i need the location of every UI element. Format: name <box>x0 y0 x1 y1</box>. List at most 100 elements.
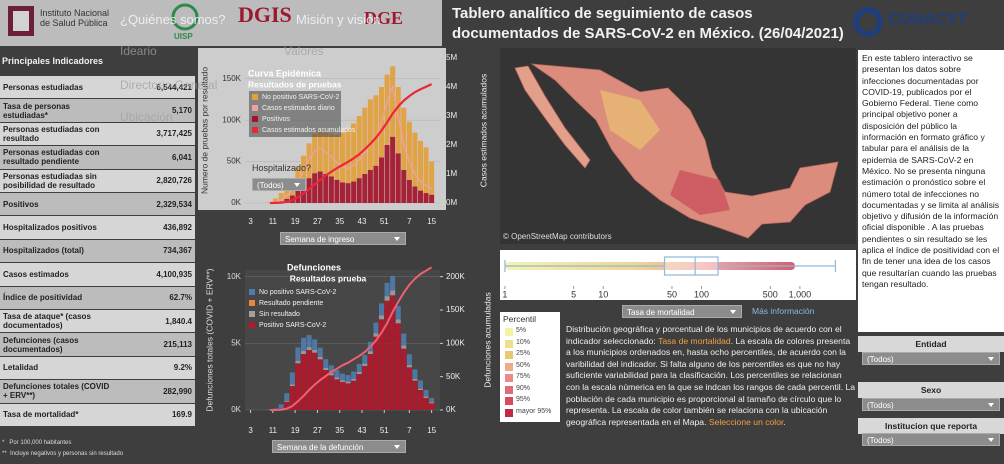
percentile-swatch[interactable] <box>505 408 513 417</box>
bar <box>306 335 312 348</box>
bar <box>362 107 368 174</box>
percentile-label: 95% <box>516 396 531 403</box>
percentile-swatch[interactable] <box>505 339 513 348</box>
percentile-swatch[interactable] <box>505 385 513 394</box>
percentile-swatch[interactable] <box>505 362 513 371</box>
map-credit: © OpenStreetMap contributors <box>503 232 612 241</box>
y2-tick-label: 150K <box>446 305 465 314</box>
bar <box>356 178 362 203</box>
legend-swatch <box>249 311 255 317</box>
bar <box>351 123 357 182</box>
bar <box>323 370 329 410</box>
bar <box>390 136 396 203</box>
indicator-value: 62.7% <box>169 293 192 303</box>
sidebar-text: En este tablero interactivo se presentan… <box>858 50 1004 332</box>
bar <box>284 402 290 410</box>
x-tick-label: 27 <box>313 217 322 226</box>
indicator-value: 1,840.4 <box>165 316 192 326</box>
menu-link[interactable]: ¿Quiénes somos? <box>120 12 226 27</box>
bar <box>390 275 396 291</box>
week-selector[interactable]: Semana de ingreso <box>280 232 406 245</box>
bar <box>323 359 329 368</box>
x-tick-label: 43 <box>358 217 367 226</box>
bar <box>345 183 351 203</box>
metric-selector[interactable]: Tasa de mortalidad <box>622 305 742 318</box>
indicator-value: 215,113 <box>163 340 192 350</box>
bar <box>323 174 329 203</box>
bar <box>406 354 412 365</box>
bar <box>312 173 318 203</box>
filter-dropdown[interactable]: (Todos) <box>862 398 1000 411</box>
menu-link[interactable]: Ideario <box>120 44 157 58</box>
bar <box>406 179 412 203</box>
bar <box>384 74 390 145</box>
bar <box>378 303 385 316</box>
bar <box>312 339 318 350</box>
more-info-link[interactable]: Más información <box>752 306 815 316</box>
indicator-label: Defunciones (casos documentados) <box>3 335 79 354</box>
percentile-swatch[interactable] <box>505 351 513 359</box>
filter-header-bg <box>858 418 1004 434</box>
bar <box>429 194 435 203</box>
legend-swatch <box>249 322 255 328</box>
chart-subtitle: Resultados prueba <box>290 273 367 283</box>
bar <box>351 371 357 379</box>
bar <box>339 182 346 203</box>
bar <box>300 337 307 352</box>
filter-dropdown[interactable]: (Todos) <box>862 352 1000 365</box>
cumulative-line <box>270 266 433 411</box>
bar <box>306 347 312 350</box>
bar <box>345 129 351 184</box>
bar <box>345 381 351 384</box>
x-tick-label: 7 <box>407 217 412 226</box>
highlight: Tasa de mortalidad <box>658 335 731 346</box>
indicator-row: Tasa de personas estudiadas* 5,170 <box>0 99 195 122</box>
map-baja[interactable] <box>514 65 591 169</box>
map-region <box>670 170 730 215</box>
bar <box>356 116 362 179</box>
x-tick-label: 10 <box>598 289 608 299</box>
filter-dropdown[interactable]: (Todos) <box>862 433 1000 446</box>
menu-link[interactable]: Ubicación <box>120 110 173 124</box>
hospital-filter-label: Hospitalizado? <box>252 163 312 173</box>
x-tick-label: 1,000 <box>789 289 812 299</box>
bar <box>278 193 284 202</box>
bar <box>395 323 401 410</box>
y-tick-label: 150K <box>222 74 241 83</box>
menu-link[interactable]: Misión y visión <box>296 12 381 27</box>
legend-box <box>246 286 338 332</box>
filter-label: Sexo <box>920 385 942 395</box>
y2-tick-label: 1M <box>446 169 457 178</box>
indicator-label: Hospitalizados (total) <box>3 246 84 256</box>
hospital-filter[interactable]: (Todos) <box>252 178 306 191</box>
bar <box>317 356 323 360</box>
description-text: Distribución geográfica y porcentual de … <box>566 324 842 346</box>
indicator-row: Letalidad 9.2% <box>0 356 195 380</box>
legend-swatch <box>252 105 258 111</box>
highlight[interactable]: Seleccione un color <box>708 416 784 427</box>
menu-link[interactable]: Valores <box>284 44 324 58</box>
menu-link[interactable]: Directorio General <box>120 78 218 92</box>
indicator-row: Tasa de ataque* (casos documentados) 1,84… <box>0 310 195 333</box>
bar <box>395 319 401 324</box>
percentile-label: 25% <box>516 350 531 357</box>
bar <box>362 354 368 364</box>
y-tick-label: 0K <box>231 405 241 414</box>
percentile-swatch[interactable] <box>505 328 513 336</box>
y-axis-title: Numero de pruebas por resultado <box>199 67 209 194</box>
indicator-label: Tasa de personas estudiadas* <box>3 101 70 120</box>
bar <box>373 165 379 203</box>
indicator-row: Personas estudiadas sin posibilidad de r… <box>0 169 195 192</box>
legend-label: Casos estimados diario <box>262 105 335 112</box>
x-tick-label: 43 <box>358 426 367 435</box>
bar <box>417 380 424 389</box>
week-selector[interactable]: Semana de la defunción <box>272 440 406 453</box>
y-tick-label: 5K <box>231 338 241 347</box>
indicator-row: Índice de positividad 62.7% <box>0 286 195 309</box>
percentile-swatch[interactable] <box>505 374 513 382</box>
percentile-swatch[interactable] <box>505 397 513 405</box>
bar <box>273 198 279 203</box>
legend-box <box>249 91 341 137</box>
